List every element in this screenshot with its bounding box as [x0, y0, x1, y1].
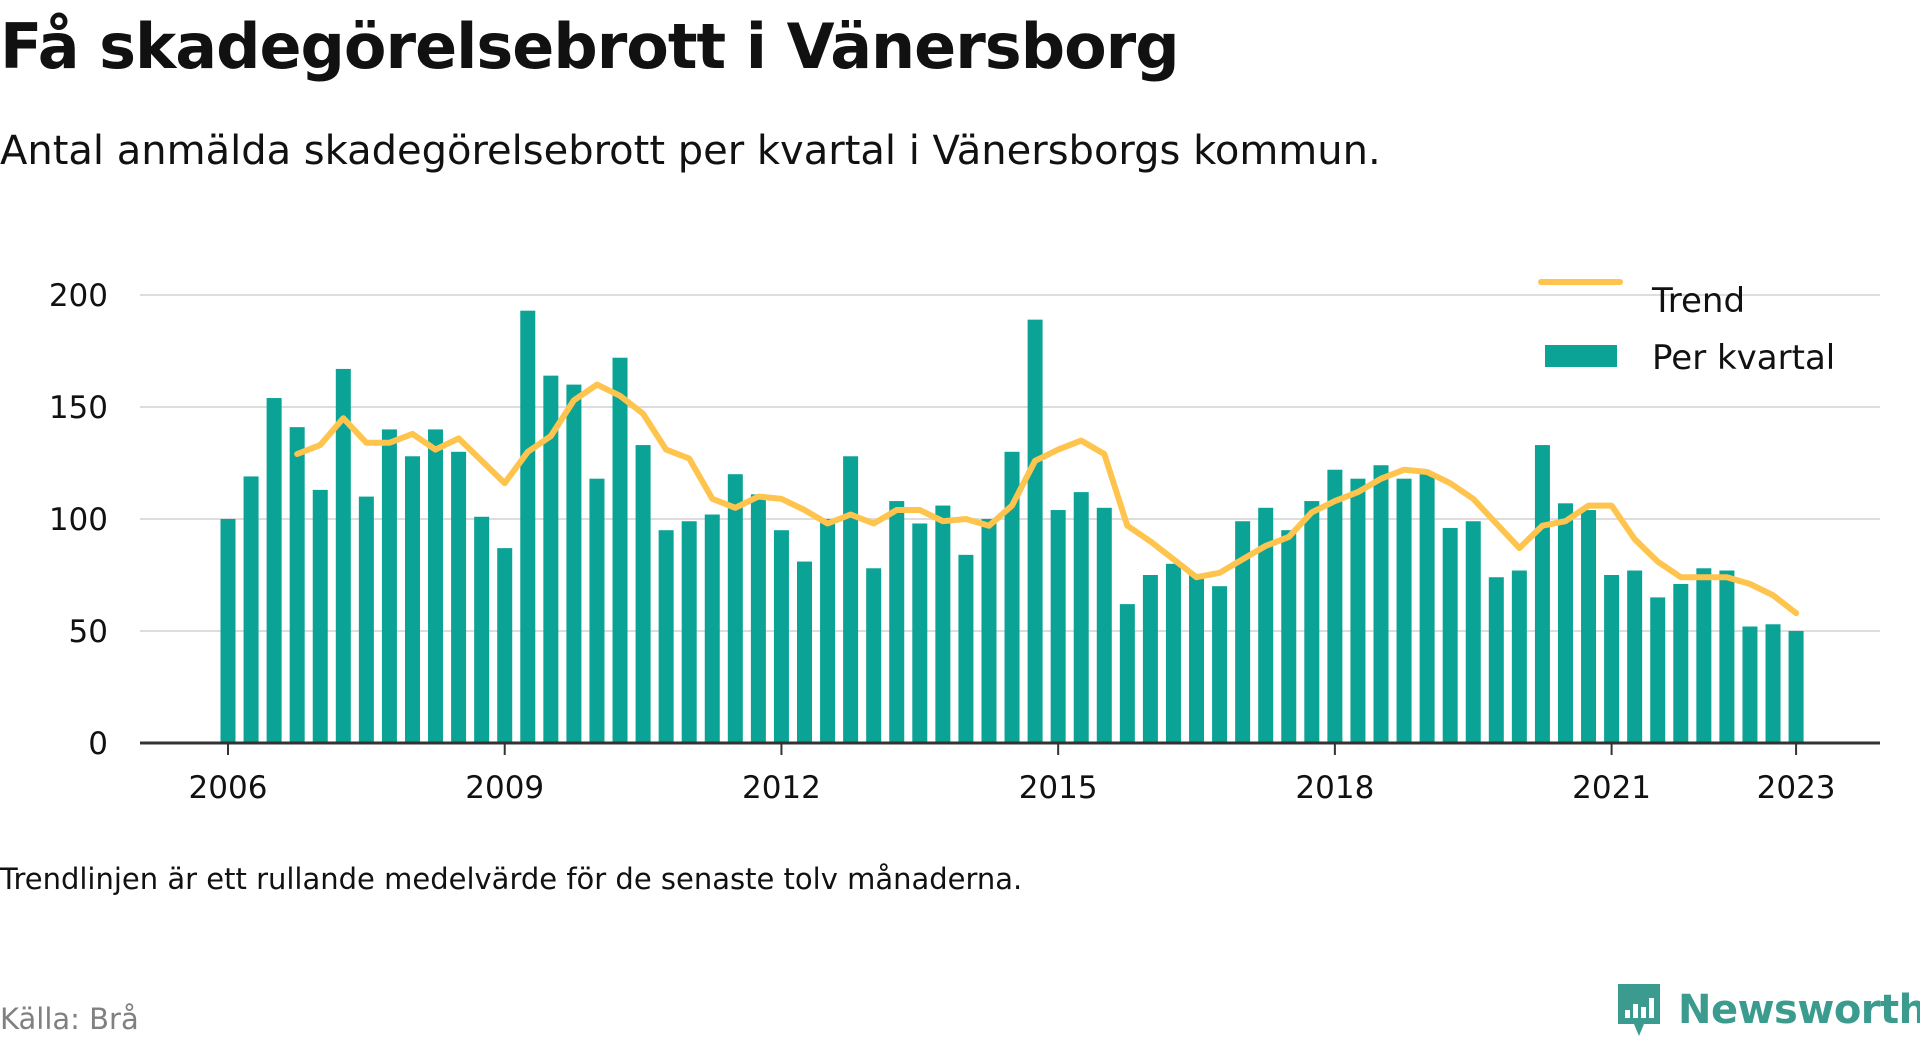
- bar: [1096, 507, 1112, 743]
- bar: [1212, 586, 1228, 743]
- bar: [912, 523, 928, 743]
- bar: [358, 496, 374, 743]
- bar: [635, 445, 651, 743]
- bar: [981, 519, 997, 743]
- x-tick-label: 2015: [1019, 770, 1098, 806]
- bar: [220, 519, 236, 743]
- bar: [1788, 631, 1804, 743]
- x-tick-label: 2023: [1757, 770, 1836, 806]
- bar: [1765, 624, 1781, 743]
- footnote: Trendlinjen är ett rullande medelvärde f…: [0, 862, 1023, 896]
- bar: [1396, 478, 1412, 743]
- y-tick-label: 200: [49, 278, 108, 314]
- bar: [889, 501, 905, 743]
- bar-series: [220, 310, 1804, 743]
- bar: [335, 368, 351, 743]
- bar: [1004, 451, 1020, 743]
- bar: [681, 521, 697, 743]
- bar: [1650, 597, 1666, 743]
- bar: [1442, 527, 1458, 743]
- bar: [1073, 492, 1089, 743]
- bar: [866, 568, 882, 743]
- x-tick-label: 2006: [189, 770, 268, 806]
- bar: [543, 375, 559, 743]
- bar: [773, 530, 789, 743]
- trend-line: [294, 381, 1800, 617]
- bar: [1258, 507, 1274, 743]
- bar: [1557, 503, 1573, 743]
- bar: [474, 516, 490, 743]
- bar: [658, 530, 674, 743]
- bar: [289, 427, 305, 743]
- trend-series: [294, 381, 1800, 617]
- newsworthy-logo-icon: [1618, 984, 1660, 1036]
- legend-label-trend: Trend: [1651, 281, 1745, 321]
- bar: [1373, 465, 1389, 743]
- x-tick-label: 2021: [1572, 770, 1651, 806]
- source-text: Källa: Brå: [0, 1002, 139, 1036]
- chart-subtitle: Antal anmälda skadegörelsebrott per kvar…: [0, 128, 1381, 174]
- bar: [1119, 604, 1135, 743]
- bar: [820, 519, 836, 743]
- x-tick-label: 2009: [465, 770, 544, 806]
- bar: [750, 494, 766, 743]
- bar: [843, 456, 859, 743]
- bar: [1696, 568, 1712, 743]
- brand-name: Newsworthy: [1678, 987, 1920, 1033]
- bar: [1235, 521, 1251, 743]
- bar: [1419, 474, 1435, 743]
- legend: Trend Per kvartal: [1538, 279, 1835, 378]
- y-tick-label: 0: [88, 726, 108, 762]
- bar: [566, 384, 582, 743]
- bar: [451, 451, 467, 743]
- bar: [797, 561, 812, 743]
- bar: [1189, 575, 1205, 743]
- legend-swatch-bars: [1545, 345, 1617, 367]
- bar: [404, 456, 420, 743]
- bar: [1304, 501, 1320, 743]
- bar: [381, 429, 397, 743]
- bar: [1142, 575, 1158, 743]
- chart-svg: 0 50 100 150 200 2006 2009 2012 2015 2018 2021 2023…: [49, 278, 1880, 806]
- bar: [428, 429, 444, 743]
- bar: [243, 476, 259, 743]
- bar: [1027, 319, 1043, 743]
- axes: 0 50 100 150 200 2006 2009 2012 2015 2018 2021 2023: [49, 278, 1880, 806]
- x-tick-label: 2012: [742, 770, 821, 806]
- bar: [1581, 510, 1597, 743]
- y-tick-label: 100: [49, 502, 108, 538]
- bar: [1627, 570, 1643, 743]
- bar: [1281, 530, 1297, 743]
- brand-logo: Newsworthy: [1614, 980, 1920, 1040]
- bar: [1511, 570, 1527, 743]
- legend-swatch-trend: [1538, 279, 1623, 285]
- x-tick-label: 2018: [1295, 770, 1374, 806]
- bar: [935, 505, 951, 743]
- bar: [497, 548, 513, 743]
- bar: [1165, 563, 1181, 743]
- y-tick-label: 150: [49, 390, 108, 426]
- bar: [1719, 570, 1735, 743]
- bar: [704, 514, 720, 743]
- bar: [520, 310, 536, 743]
- bar: [589, 478, 605, 743]
- bar: [1327, 469, 1343, 743]
- bar: [266, 398, 282, 743]
- bar: [1673, 583, 1689, 743]
- bar: [1534, 445, 1550, 743]
- y-tick-label: 50: [69, 614, 108, 650]
- legend-label-bars: Per kvartal: [1652, 338, 1835, 378]
- chart-title: Få skadegörelsebrott i Vänersborg: [0, 10, 1180, 83]
- bar: [1465, 521, 1481, 743]
- bar: [727, 474, 743, 743]
- bar: [1350, 478, 1366, 743]
- bar: [1050, 510, 1066, 743]
- bar: [612, 357, 628, 743]
- bar: [958, 554, 974, 743]
- bar: [1604, 575, 1620, 743]
- bar: [1742, 626, 1758, 743]
- bar: [1488, 577, 1504, 743]
- bar: [312, 489, 328, 743]
